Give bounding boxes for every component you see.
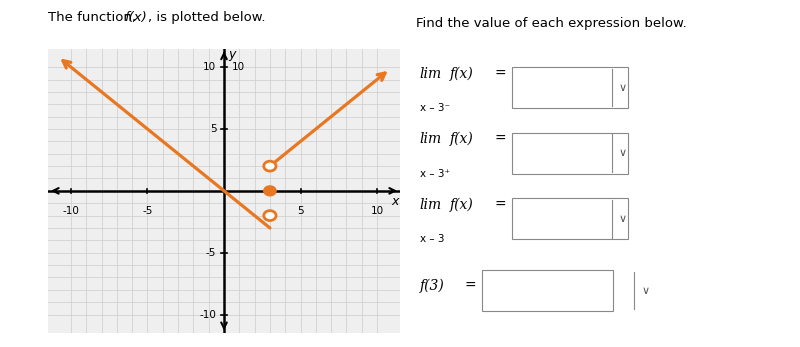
Text: f(x): f(x) xyxy=(450,132,474,146)
Text: f(x): f(x) xyxy=(124,11,146,24)
Text: -10: -10 xyxy=(199,310,216,320)
FancyBboxPatch shape xyxy=(512,198,629,239)
Text: x – 3⁻: x – 3⁻ xyxy=(420,103,450,113)
Text: =: = xyxy=(495,132,506,146)
Text: f(3): f(3) xyxy=(420,279,445,293)
FancyBboxPatch shape xyxy=(512,67,629,108)
Text: 5: 5 xyxy=(298,206,304,216)
Circle shape xyxy=(264,161,276,171)
Text: ∨: ∨ xyxy=(619,83,627,93)
Text: ∨: ∨ xyxy=(619,214,627,224)
Text: 5: 5 xyxy=(210,124,216,134)
Text: lim: lim xyxy=(420,67,442,81)
Text: -5: -5 xyxy=(206,248,216,258)
Text: -5: -5 xyxy=(142,206,153,216)
FancyBboxPatch shape xyxy=(512,133,629,174)
Text: y: y xyxy=(228,48,235,61)
Text: lim: lim xyxy=(420,198,442,212)
FancyBboxPatch shape xyxy=(482,270,614,311)
Text: x – 3⁺: x – 3⁺ xyxy=(420,169,450,178)
Text: x: x xyxy=(392,195,399,209)
Text: x – 3: x – 3 xyxy=(420,234,444,244)
Text: ∨: ∨ xyxy=(642,286,650,296)
Text: The function,: The function, xyxy=(48,11,140,24)
Text: 10: 10 xyxy=(232,62,245,72)
Text: =: = xyxy=(495,198,506,212)
Circle shape xyxy=(264,211,276,221)
Text: 10: 10 xyxy=(370,206,384,216)
Text: f(x): f(x) xyxy=(450,197,474,212)
Text: , is plotted below.: , is plotted below. xyxy=(148,11,266,24)
Text: ∨: ∨ xyxy=(619,148,627,158)
Text: -10: -10 xyxy=(62,206,79,216)
Circle shape xyxy=(264,186,276,196)
Text: =: = xyxy=(495,67,506,81)
Text: f(x): f(x) xyxy=(450,66,474,81)
Text: 10: 10 xyxy=(203,62,216,72)
Text: lim: lim xyxy=(420,132,442,146)
Text: Find the value of each expression below.: Find the value of each expression below. xyxy=(416,17,686,30)
Text: =: = xyxy=(465,279,477,293)
